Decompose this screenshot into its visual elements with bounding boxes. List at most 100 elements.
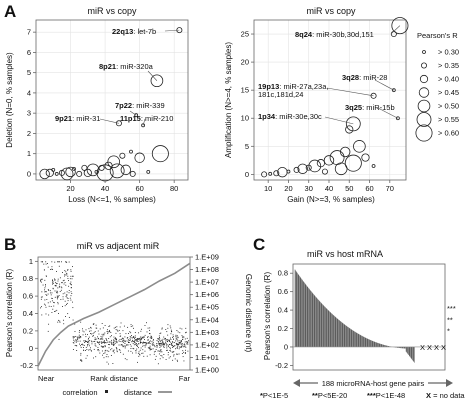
annotation-mir: : miR-339 [132,101,165,110]
correlation-dot [135,344,137,345]
annotation-label: 22q13: let-7b [112,27,156,36]
correlation-dot [92,333,94,335]
correlation-dot [79,359,81,361]
correlation-dot [112,351,114,352]
annotation-mir: : miR-27a,23a, [279,82,328,91]
annotation-mir: : miR-210 [141,114,174,123]
correlation-dot [170,329,172,331]
correlation-dot [149,346,151,348]
correlation-dot [110,354,112,356]
correlation-dot [65,261,67,263]
correlation-dot [147,342,149,344]
correlation-dot [159,341,161,343]
correlation-dot [163,336,165,338]
correlation-dot [115,339,117,340]
correlation-dot [84,341,86,343]
correlation-dot [47,289,49,291]
correlation-dot [102,338,104,340]
correlation-dot [124,341,126,343]
correlation-dot [154,358,156,360]
correlation-dot [146,322,147,324]
correlation-dot [161,351,163,353]
legend-label: > 0.45 [438,88,459,97]
correlation-dot [58,295,60,296]
correlation-dot [73,336,75,338]
correlation-dot [167,334,169,336]
correlation-dot [65,294,67,296]
annotation-label: 7p22: miR-339 [115,101,165,110]
data-point [371,164,376,168]
correlation-dot [41,278,43,280]
correlation-dot [169,350,171,351]
correlation-dot [43,269,45,271]
correlation-dot [80,345,81,347]
significance-label: * [447,326,450,335]
correlation-dot [57,261,58,263]
y-tick-label: 25 [241,30,249,39]
correlation-dot [74,344,76,346]
correlation-dot [82,330,84,332]
y-tick-label: 2 [27,129,31,138]
correlation-dot [51,300,53,302]
correlation-dot [137,339,139,340]
chart-a2-frame [253,19,407,181]
correlation-dot [75,335,77,337]
correlation-dot [171,343,173,345]
correlation-dot [184,338,186,340]
correlation-dot [125,333,127,335]
y-tick-label: 0.2 [278,324,288,333]
correlation-dot [82,344,84,346]
correlation-dot [47,266,49,268]
correlation-dot [152,344,154,346]
correlation-dot [104,346,106,348]
annotation-region: 11p15 [120,114,141,123]
correlation-dot [175,340,177,342]
correlation-dot [147,347,149,349]
correlation-dot [54,261,56,263]
correlation-dot [154,350,156,352]
correlation-dot [49,292,51,294]
correlation-dot [65,271,67,273]
correlation-dot [103,357,105,359]
annotation-region: 22q13 [112,27,133,36]
correlation-dot [135,339,137,341]
correlation-dot [54,311,55,312]
correlation-dot [87,338,89,339]
correlation-dot [170,350,171,352]
correlation-dot [138,343,140,345]
correlation-dot [157,341,159,343]
correlation-dot [122,353,124,355]
correlation-dot [162,344,164,346]
correlation-dot [103,342,105,344]
correlation-dot [122,340,124,342]
correlation-dot [106,350,108,352]
y-tick-label: 1 [27,149,31,158]
no-data-mark: X [427,343,432,352]
correlation-dot [88,328,90,330]
chart-a-amplification: miR vs copy 8q24: miR-30b,30d,15119p13: … [224,6,459,204]
correlation-dot [150,348,152,350]
correlation-dot [161,355,163,357]
correlation-dot [170,333,172,335]
chart-a2-yticks: 0 5 10 15 20 25 [241,30,254,179]
correlation-dot [51,312,53,313]
correlation-dot [129,338,131,340]
correlation-dot [161,341,163,343]
correlation-dot [52,282,54,284]
correlation-dot [82,328,83,330]
annotation-leader [129,110,137,116]
correlation-dot [179,332,181,334]
correlation-dot [153,344,155,346]
correlation-dot [81,360,83,362]
chart-a2-xticks: 10 20 30 40 50 60 70 [264,180,394,193]
data-point [76,170,83,177]
correlation-dot [97,336,99,338]
correlation-dot [98,344,100,346]
correlation-dot [121,338,122,340]
correlation-dot [180,340,182,342]
correlation-dot [187,343,189,345]
correlation-dot [184,346,186,348]
correlation-dot [109,325,111,327]
annotation-mir: : miR-30b,30d,151 [312,30,374,39]
